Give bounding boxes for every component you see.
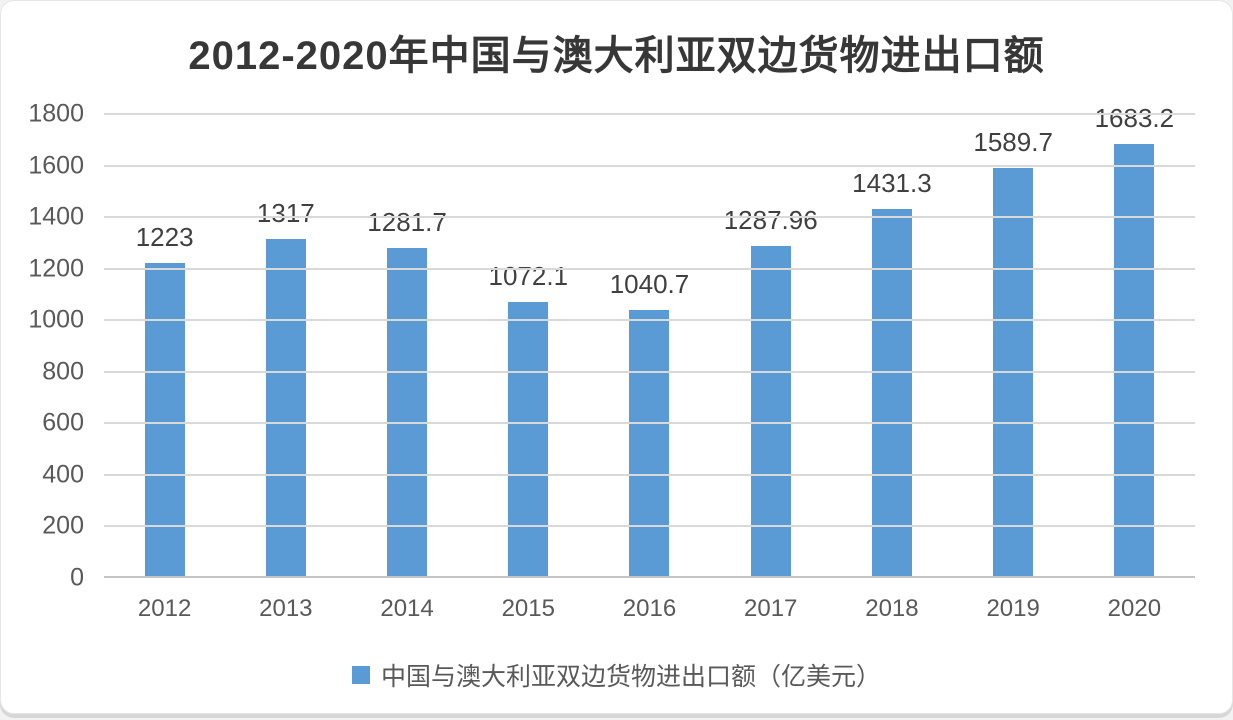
gridline [104,473,1195,476]
gridline [104,267,1195,270]
bar-column: 1281.7 [346,114,467,578]
bar-value-label: 1589.7 [973,127,1053,158]
bar-column: 1287.96 [710,114,831,578]
chart-title: 2012-2020年中国与澳大利亚双边货物进出口额 [188,34,1045,78]
bar-value-label: 1223 [135,221,194,252]
bar [993,168,1034,578]
gridline [104,525,1195,528]
bar-series: 1223 1317 1281.7 1072.1 1040.7 1287.96 1431.3 1… [104,105,1195,578]
bar [508,301,549,578]
bar [265,238,306,578]
x-tick-label: 2019 [986,595,1040,622]
bar-value-label: 1287.96 [723,205,818,235]
y-tick-label: 200 [42,511,84,540]
bar-column: 1431.3 [831,114,952,578]
bar-value-label: 1072.1 [488,260,569,291]
gridline [104,216,1195,219]
gridline [104,319,1195,322]
gridline [104,370,1195,373]
bar-value-label: 1040.7 [609,268,690,299]
bar [629,309,670,578]
x-tick-label: 2012 [137,595,192,622]
bar-column: 1317 [225,114,346,578]
gridline [104,422,1195,425]
x-axis: 2012 2013 2014 2015 2016 2017 2018 2019 2020 [104,595,1195,623]
y-tick-label: 1000 [28,305,84,334]
x-tick-label: 2017 [744,595,798,622]
y-tick-label: 400 [42,460,84,489]
plot-area: 1223 1317 1281.7 1072.1 1040.7 1287.96 1431.3 1… [104,105,1195,578]
y-tick-label: 1600 [28,151,84,180]
x-axis-line [104,576,1195,578]
y-tick-label: 1800 [28,99,84,128]
bar-column: 1683.2 [1074,105,1195,578]
legend-marker-icon [351,666,370,684]
gridline [104,113,1195,115]
bar-value-label: 1281.7 [367,206,447,237]
x-tick-label: 2020 [1107,595,1162,622]
gridline [104,164,1195,167]
y-tick-label: 0 [70,563,84,592]
bar-column: 1072.1 [468,114,589,578]
y-tick-label: 1200 [28,254,84,283]
y-axis: 0 200 400 600 800 1000 1200 1400 1600 1800 [21,100,84,592]
bar-value-label: 1431.3 [852,168,932,199]
x-tick-label: 2013 [259,595,313,622]
bar [144,262,185,578]
bar [750,246,791,578]
bar-column: 1040.7 [589,114,710,578]
legend-label: 中国与澳大利亚双边货物进出口额（亿美元） [380,663,881,691]
bar-value-label: 1317 [256,197,315,228]
bar [871,209,912,578]
y-tick-label: 600 [42,408,84,437]
bar-value-label: 1683.2 [1094,103,1175,134]
x-tick-label: 2015 [501,595,555,622]
y-tick-label: 800 [42,357,84,386]
bar [1114,144,1155,578]
bar-column: 1589.7 [953,114,1074,578]
bar-column: 1223 [104,114,225,578]
legend: 中国与澳大利亚双边货物进出口额（亿美元） [1,657,1232,693]
bar [387,247,428,578]
x-tick-label: 2018 [865,595,919,622]
x-tick-label: 2014 [380,595,434,622]
y-tick-label: 1400 [28,202,84,231]
x-tick-label: 2016 [622,595,677,622]
